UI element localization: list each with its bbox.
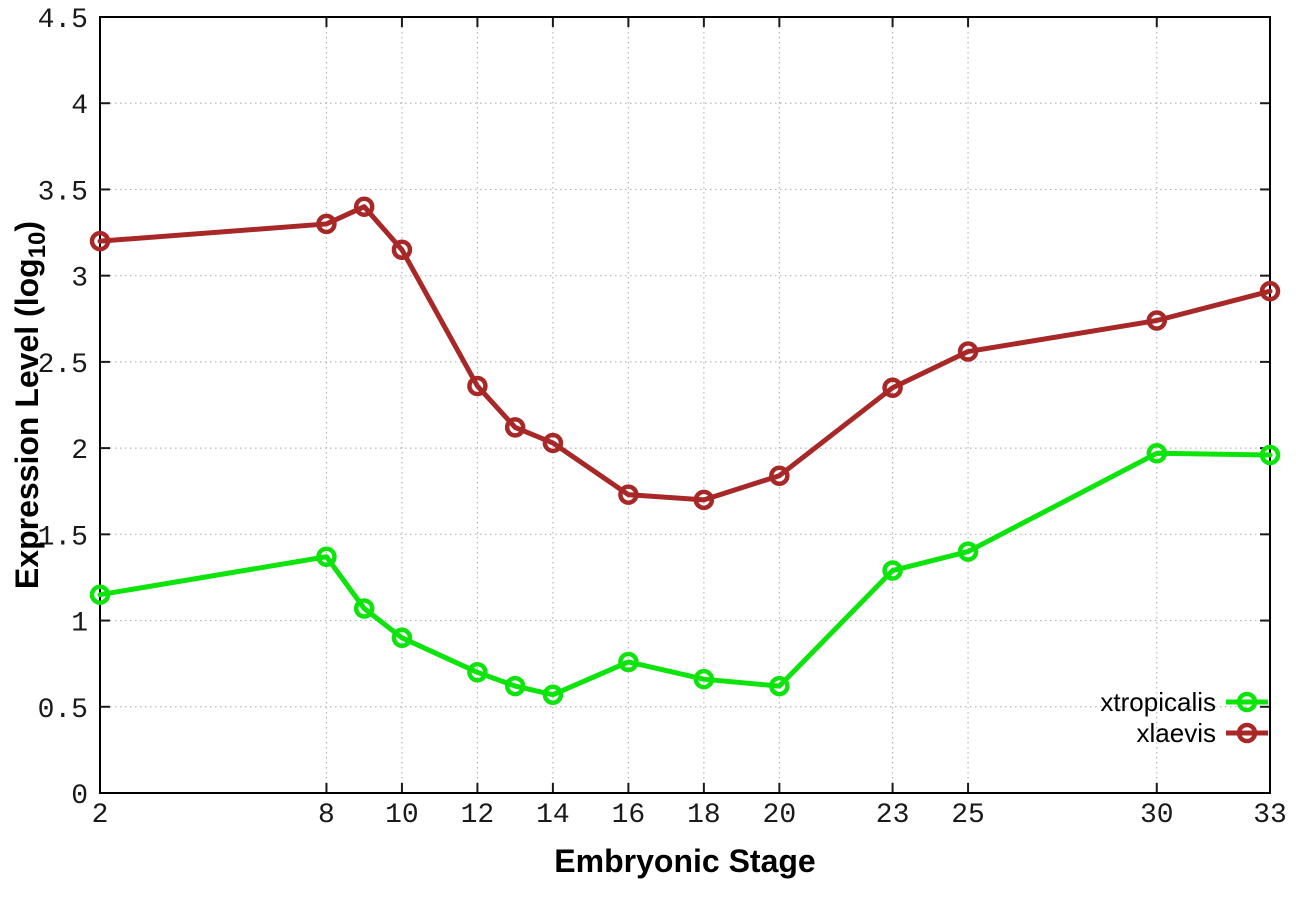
y-tick-label: 3.5 bbox=[38, 177, 88, 208]
data-point-xlaevis bbox=[353, 196, 375, 217]
y-axis-title-suffix: ) bbox=[9, 221, 45, 232]
data-point-xtropicalis bbox=[89, 584, 111, 605]
data-point-xlaevis bbox=[542, 432, 564, 454]
data-point-xtropicalis bbox=[1259, 444, 1281, 466]
x-tick-label: 10 bbox=[385, 800, 419, 831]
x-tick-label: 20 bbox=[763, 800, 797, 831]
series-markers-xlaevis bbox=[89, 196, 1281, 511]
x-tick-label: 18 bbox=[687, 800, 721, 831]
y-axis-title-prefix: Expression Level (log bbox=[9, 258, 45, 589]
plot-border bbox=[99, 16, 1271, 794]
y-axis-title: Expression Level (log10) bbox=[9, 221, 51, 589]
data-point-xtropicalis bbox=[542, 684, 564, 705]
legend-label-xtropicalis: xtropicalis bbox=[1100, 687, 1216, 717]
y-axis-title-subscript: 10 bbox=[24, 232, 51, 259]
y-tick-label: 2.5 bbox=[38, 350, 88, 381]
y-tick-label: 1 bbox=[71, 609, 88, 640]
data-point-xlaevis bbox=[618, 484, 639, 505]
data-point-xlaevis bbox=[882, 377, 903, 399]
y-tick-label: 0.5 bbox=[38, 695, 88, 726]
series-markers-xtropicalis bbox=[89, 443, 1281, 705]
legend-label-xlaevis: xlaevis bbox=[1137, 718, 1216, 748]
data-point-xlaevis bbox=[391, 239, 413, 261]
x-tick-label: 16 bbox=[612, 800, 646, 831]
data-point-xlaevis bbox=[316, 213, 337, 235]
x-tick-label: 8 bbox=[318, 800, 335, 831]
data-point-xlaevis bbox=[89, 230, 111, 252]
series-line-xlaevis bbox=[97, 204, 1273, 503]
data-point-xtropicalis bbox=[391, 627, 413, 649]
data-point-xlaevis bbox=[467, 375, 488, 397]
x-tick-label: 23 bbox=[876, 800, 910, 831]
y-tick-label: 4 bbox=[71, 91, 88, 122]
data-point-xtropicalis bbox=[957, 541, 979, 562]
x-tick-label: 2 bbox=[92, 800, 109, 831]
data-point-xtropicalis bbox=[769, 675, 790, 697]
data-point-xtropicalis bbox=[618, 651, 639, 673]
y-tick-label: 3 bbox=[71, 264, 88, 295]
x-axis-title: Embryonic Stage bbox=[554, 843, 815, 879]
y-tick-label: 4.5 bbox=[38, 5, 88, 36]
x-tick-label: 14 bbox=[536, 800, 570, 831]
data-point-xtropicalis bbox=[467, 662, 488, 683]
legend-marker-xlaevis bbox=[1236, 722, 1258, 744]
y-tick-label: 2 bbox=[71, 436, 88, 467]
data-point-xtropicalis bbox=[882, 560, 903, 581]
data-point-xlaevis bbox=[957, 341, 979, 362]
data-point-xtropicalis bbox=[1146, 443, 1168, 464]
data-point-xlaevis bbox=[1146, 310, 1168, 331]
x-tick-label: 30 bbox=[1140, 800, 1174, 831]
y-tick-label: 1.5 bbox=[38, 522, 88, 553]
tick-labels: 2 8 10 12 14 16 18 20 23 25 30 33 0 0.5 1 1.5 2 2.5 3 3.5 4 4… bbox=[38, 5, 1287, 831]
data-point-xtropicalis bbox=[504, 675, 526, 697]
data-point-xlaevis bbox=[504, 417, 526, 438]
x-tick-label: 12 bbox=[461, 800, 495, 831]
data-point-xlaevis bbox=[1259, 280, 1281, 302]
data-point-xlaevis bbox=[693, 489, 715, 511]
data-point-xtropicalis bbox=[693, 668, 715, 690]
y-tick-label: 0 bbox=[71, 781, 88, 812]
x-tick-label: 33 bbox=[1253, 800, 1287, 831]
series-line-xtropicalis bbox=[97, 450, 1273, 698]
data-point-xlaevis bbox=[769, 465, 790, 486]
x-tick-label: 25 bbox=[951, 800, 985, 831]
chart-layers: 2 8 10 12 14 16 18 20 23 25 30 33 0 0.5 1 1.5 2 2.5 3 3.5 4 4… bbox=[38, 5, 1287, 831]
data-point-xtropicalis bbox=[316, 546, 337, 568]
legend-marker-xtropicalis bbox=[1236, 691, 1258, 713]
data-point-xtropicalis bbox=[353, 598, 375, 619]
